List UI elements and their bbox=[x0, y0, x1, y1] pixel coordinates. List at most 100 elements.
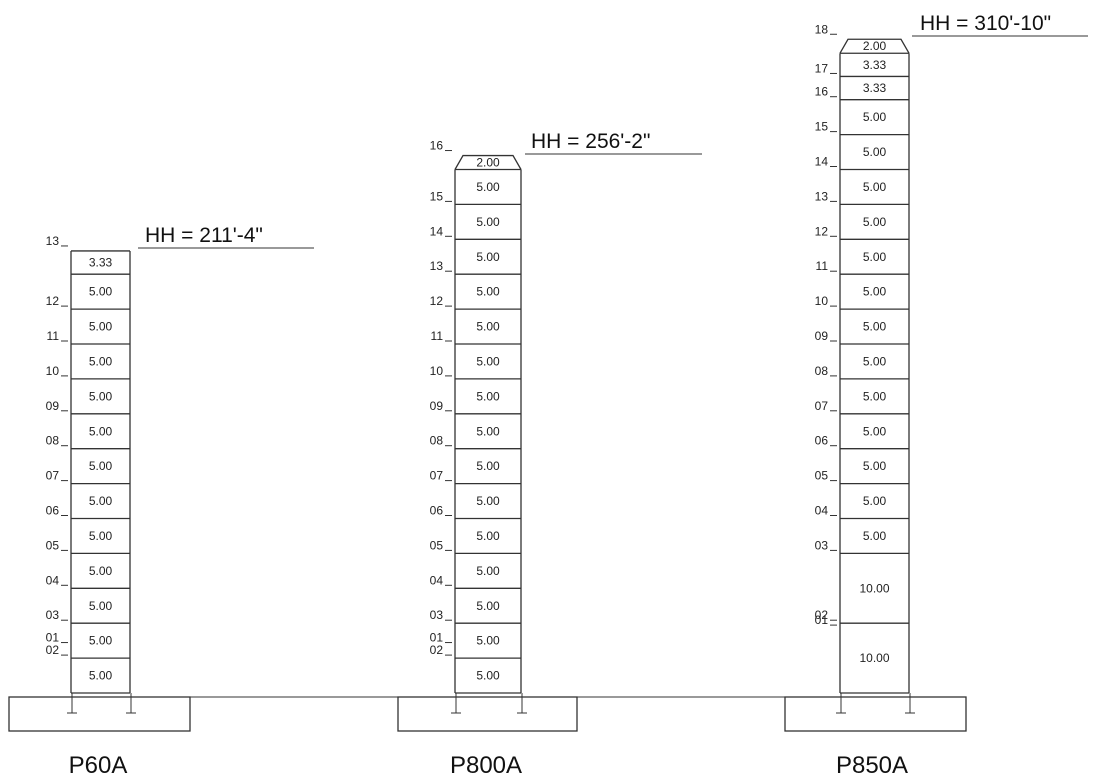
level-number: 04 bbox=[815, 504, 829, 518]
level-number: 10 bbox=[46, 364, 60, 378]
foundation-block bbox=[397, 696, 578, 732]
section-height-label: 5.00 bbox=[476, 180, 500, 194]
section-height-label: 5.00 bbox=[863, 145, 887, 159]
section-height-label: 5.00 bbox=[476, 669, 500, 683]
section-height-label: 5.00 bbox=[89, 424, 113, 438]
foundation-block bbox=[784, 696, 967, 732]
level-number: 06 bbox=[46, 504, 60, 518]
tower-p60a: 5.00 5.00 5.00 5.00 5.00 5.00 5.00 5.00 5.00 5.00… bbox=[8, 224, 314, 779]
level-number: 09 bbox=[46, 399, 60, 413]
level-number: 11 bbox=[816, 259, 829, 273]
hub-height-label: HH = 310'-10" bbox=[920, 12, 1051, 35]
level-number: 04 bbox=[46, 573, 60, 587]
level-number: 07 bbox=[430, 469, 444, 483]
section-height-label: 5.00 bbox=[89, 599, 113, 613]
section-height-label: 5.00 bbox=[863, 354, 887, 368]
level-number: 12 bbox=[430, 294, 444, 308]
section-height-label: 5.00 bbox=[863, 110, 887, 124]
level-number: 08 bbox=[430, 434, 444, 448]
section-height-label: 5.00 bbox=[476, 215, 500, 229]
level-number: 07 bbox=[815, 399, 829, 413]
section-height-label: 5.00 bbox=[863, 389, 887, 403]
section-height-label: 5.00 bbox=[863, 459, 887, 473]
level-number: 13 bbox=[46, 234, 60, 248]
level-number: 11 bbox=[431, 329, 444, 343]
section-height-label: 5.00 bbox=[89, 459, 113, 473]
level-number: 02 bbox=[430, 643, 444, 657]
section-height-label: 5.00 bbox=[476, 459, 500, 473]
tower-name-label: P800A bbox=[450, 752, 522, 779]
section-height-label: 5.00 bbox=[863, 180, 887, 194]
section-height-label: 5.00 bbox=[89, 354, 113, 368]
tower-name-label: P850A bbox=[836, 752, 908, 779]
level-number: 11 bbox=[47, 329, 60, 343]
level-number: 14 bbox=[815, 155, 829, 169]
level-number: 07 bbox=[46, 469, 60, 483]
tower-top-cap bbox=[454, 154, 522, 170]
section-height-label: 5.00 bbox=[89, 669, 113, 683]
section-height-label: 5.00 bbox=[476, 285, 500, 299]
tower-p800a: 5.00 5.00 5.00 5.00 5.00 5.00 5.00 5.00 5.00 5.00… bbox=[397, 130, 702, 779]
level-number: 01 bbox=[815, 613, 829, 627]
level-number: 13 bbox=[815, 189, 829, 203]
level-number: 01 bbox=[46, 631, 60, 645]
foundation-block bbox=[8, 696, 191, 732]
level-number: 10 bbox=[815, 294, 829, 308]
level-number: 15 bbox=[430, 189, 444, 203]
level-number: 02 bbox=[815, 608, 829, 622]
section-height-label: 5.00 bbox=[89, 285, 113, 299]
section-height-label: 5.00 bbox=[476, 250, 500, 264]
section-height-label: 5.00 bbox=[476, 529, 500, 543]
section-height-label: 10.00 bbox=[859, 581, 889, 595]
section-height-label: 3.33 bbox=[863, 58, 887, 72]
level-number: 04 bbox=[430, 573, 444, 587]
section-height-label: 5.00 bbox=[476, 354, 500, 368]
section-height-label: 5.00 bbox=[863, 215, 887, 229]
level-number: 09 bbox=[815, 329, 829, 343]
section-height-label: 2.00 bbox=[476, 156, 500, 170]
level-number: 14 bbox=[430, 224, 444, 238]
level-number: 06 bbox=[815, 434, 829, 448]
level-number: 16 bbox=[815, 85, 829, 99]
section-height-label: 5.00 bbox=[89, 320, 113, 334]
level-number: 08 bbox=[815, 364, 829, 378]
tower-name-label: P60A bbox=[69, 752, 128, 779]
level-number: 05 bbox=[46, 538, 60, 552]
level-number: 15 bbox=[815, 120, 829, 134]
tower-p850a: 10.00 10.00 5.00 5.00 5.00 5.00 5.00 5.00 5.00 5.… bbox=[784, 12, 1088, 779]
level-number: 17 bbox=[815, 61, 829, 75]
level-number: 01 bbox=[430, 631, 444, 645]
level-number: 13 bbox=[430, 259, 444, 273]
section-height-label: 5.00 bbox=[863, 529, 887, 543]
level-number: 09 bbox=[430, 399, 444, 413]
level-number: 05 bbox=[430, 538, 444, 552]
level-number: 12 bbox=[815, 224, 829, 238]
section-height-label: 5.00 bbox=[89, 529, 113, 543]
section-height-label: 5.00 bbox=[863, 424, 887, 438]
level-number: 03 bbox=[815, 538, 829, 552]
section-height-label: 5.00 bbox=[476, 564, 500, 578]
section-height-label: 3.33 bbox=[863, 81, 887, 95]
section-height-label: 5.00 bbox=[476, 494, 500, 508]
section-height-label: 5.00 bbox=[863, 494, 887, 508]
section-height-label: 5.00 bbox=[476, 634, 500, 648]
section-height-label: 5.00 bbox=[476, 389, 500, 403]
section-height-label: 3.33 bbox=[89, 256, 113, 270]
level-number: 18 bbox=[815, 22, 829, 36]
section-height-label: 5.00 bbox=[863, 320, 887, 334]
hub-height-label: HH = 211'-4" bbox=[145, 224, 263, 247]
section-height-label: 5.00 bbox=[863, 250, 887, 264]
section-height-label: 5.00 bbox=[89, 564, 113, 578]
level-number: 16 bbox=[430, 139, 444, 153]
section-height-label: 5.00 bbox=[89, 494, 113, 508]
level-number: 03 bbox=[430, 608, 444, 622]
section-height-label: 5.00 bbox=[863, 285, 887, 299]
section-height-label: 2.00 bbox=[863, 39, 887, 53]
section-height-label: 10.00 bbox=[859, 651, 889, 665]
level-number: 03 bbox=[46, 608, 60, 622]
level-number: 02 bbox=[46, 643, 60, 657]
section-height-label: 5.00 bbox=[476, 599, 500, 613]
hub-height-label: HH = 256'-2" bbox=[531, 130, 650, 153]
section-height-label: 5.00 bbox=[476, 424, 500, 438]
